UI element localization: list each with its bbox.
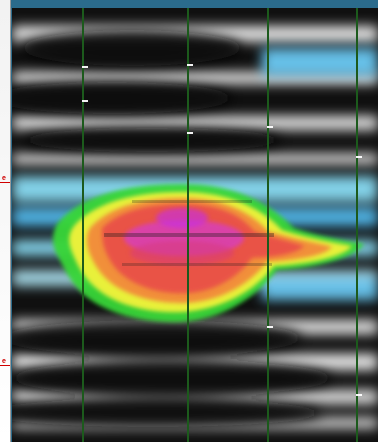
seismic-heatmap <box>12 8 378 442</box>
vertical-guide-line-icon[interactable] <box>82 8 84 442</box>
depth-marker-2[interactable]: e <box>0 358 10 375</box>
depth-marker-tick <box>0 365 10 366</box>
depth-marker-label: e <box>2 358 6 365</box>
vertical-guide-line-icon[interactable] <box>356 8 358 442</box>
vertical-guide-line-icon[interactable] <box>187 8 189 442</box>
dark-lenses <box>12 30 332 427</box>
vertical-guide-line-icon[interactable] <box>267 8 269 442</box>
seismic-image-panel[interactable] <box>12 8 378 442</box>
anomaly-highlight <box>53 184 364 323</box>
depth-marker-tick <box>0 182 10 183</box>
depth-marker-1[interactable]: e <box>0 175 10 192</box>
vertical-guides <box>82 8 358 442</box>
depth-marker-label: e <box>2 175 6 182</box>
left-depth-strip: e e <box>0 0 11 442</box>
tick-marks <box>82 64 362 396</box>
